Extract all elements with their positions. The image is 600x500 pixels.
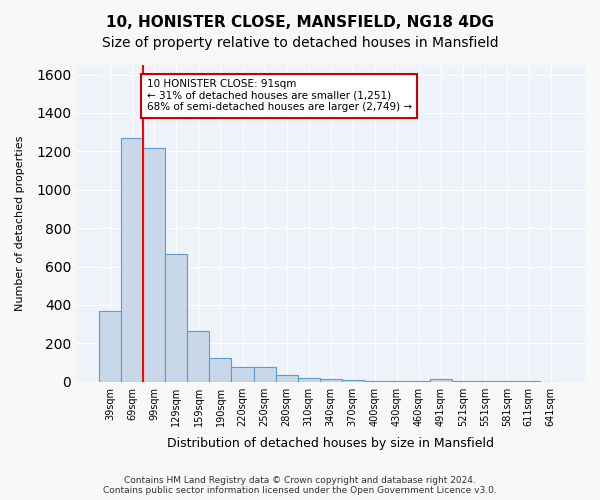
Text: 10 HONISTER CLOSE: 91sqm
← 31% of detached houses are smaller (1,251)
68% of sem: 10 HONISTER CLOSE: 91sqm ← 31% of detach… <box>147 79 412 112</box>
Bar <box>275 375 298 382</box>
Bar <box>187 331 209 382</box>
Bar <box>320 379 341 382</box>
Text: Size of property relative to detached houses in Mansfield: Size of property relative to detached ho… <box>101 36 499 50</box>
Bar <box>341 380 364 382</box>
Text: 10, HONISTER CLOSE, MANSFIELD, NG18 4DG: 10, HONISTER CLOSE, MANSFIELD, NG18 4DG <box>106 15 494 30</box>
Bar <box>364 380 386 382</box>
Bar <box>407 380 430 382</box>
Y-axis label: Number of detached properties: Number of detached properties <box>15 136 25 311</box>
Bar <box>452 380 474 382</box>
Bar <box>430 379 452 382</box>
Bar <box>143 148 166 382</box>
Bar <box>518 380 540 382</box>
Bar <box>166 254 187 382</box>
Text: Contains HM Land Registry data © Crown copyright and database right 2024.
Contai: Contains HM Land Registry data © Crown c… <box>103 476 497 495</box>
Bar <box>121 138 143 382</box>
Bar <box>386 380 407 382</box>
Bar <box>496 380 518 382</box>
Bar <box>474 380 496 382</box>
Bar <box>232 368 254 382</box>
Bar <box>254 368 275 382</box>
Bar <box>209 358 232 382</box>
Bar <box>298 378 320 382</box>
Bar <box>100 310 121 382</box>
X-axis label: Distribution of detached houses by size in Mansfield: Distribution of detached houses by size … <box>167 437 494 450</box>
